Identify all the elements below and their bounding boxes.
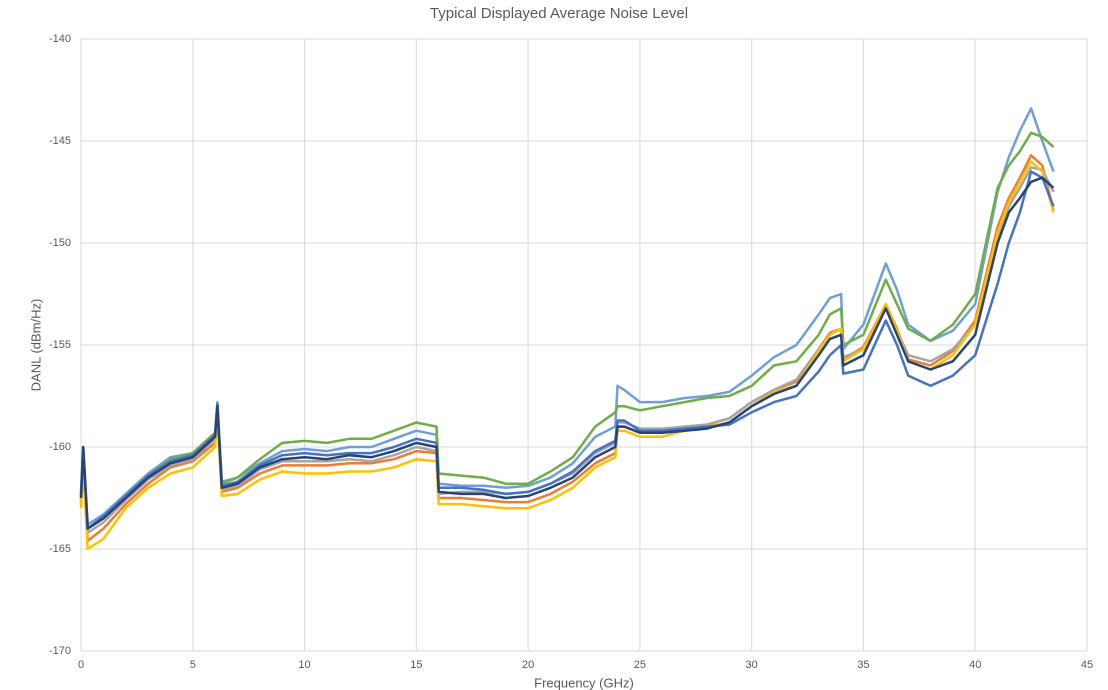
y-axis-title: DANL (dBm/Hz) [28,299,43,392]
x-tick-label: 20 [522,659,534,671]
x-axis-title: Frequency (GHz) [534,675,634,690]
y-tick-label: -170 [49,645,71,657]
x-tick-label: 0 [78,659,84,671]
y-tick-label: -145 [49,135,71,147]
x-tick-label: 45 [1081,659,1093,671]
y-tick-label: -150 [49,237,71,249]
chart-title: Typical Displayed Average Noise Level [430,5,688,22]
x-tick-label: 25 [634,659,646,671]
x-tick-label: 15 [410,659,422,671]
x-tick-label: 35 [857,659,869,671]
series-line [79,176,1055,530]
series-line [79,131,1055,530]
x-tick-label: 5 [190,659,196,671]
x-tick-label: 30 [746,659,758,671]
y-tick-label: -165 [49,543,71,555]
series-line [79,166,1055,534]
x-tick-label: 40 [969,659,981,671]
y-tick-label: -160 [49,441,71,453]
x-tick-label: 10 [298,659,310,671]
y-tick-label: -140 [49,33,71,45]
y-tick-label: -155 [49,339,71,351]
series-line [79,170,1055,530]
